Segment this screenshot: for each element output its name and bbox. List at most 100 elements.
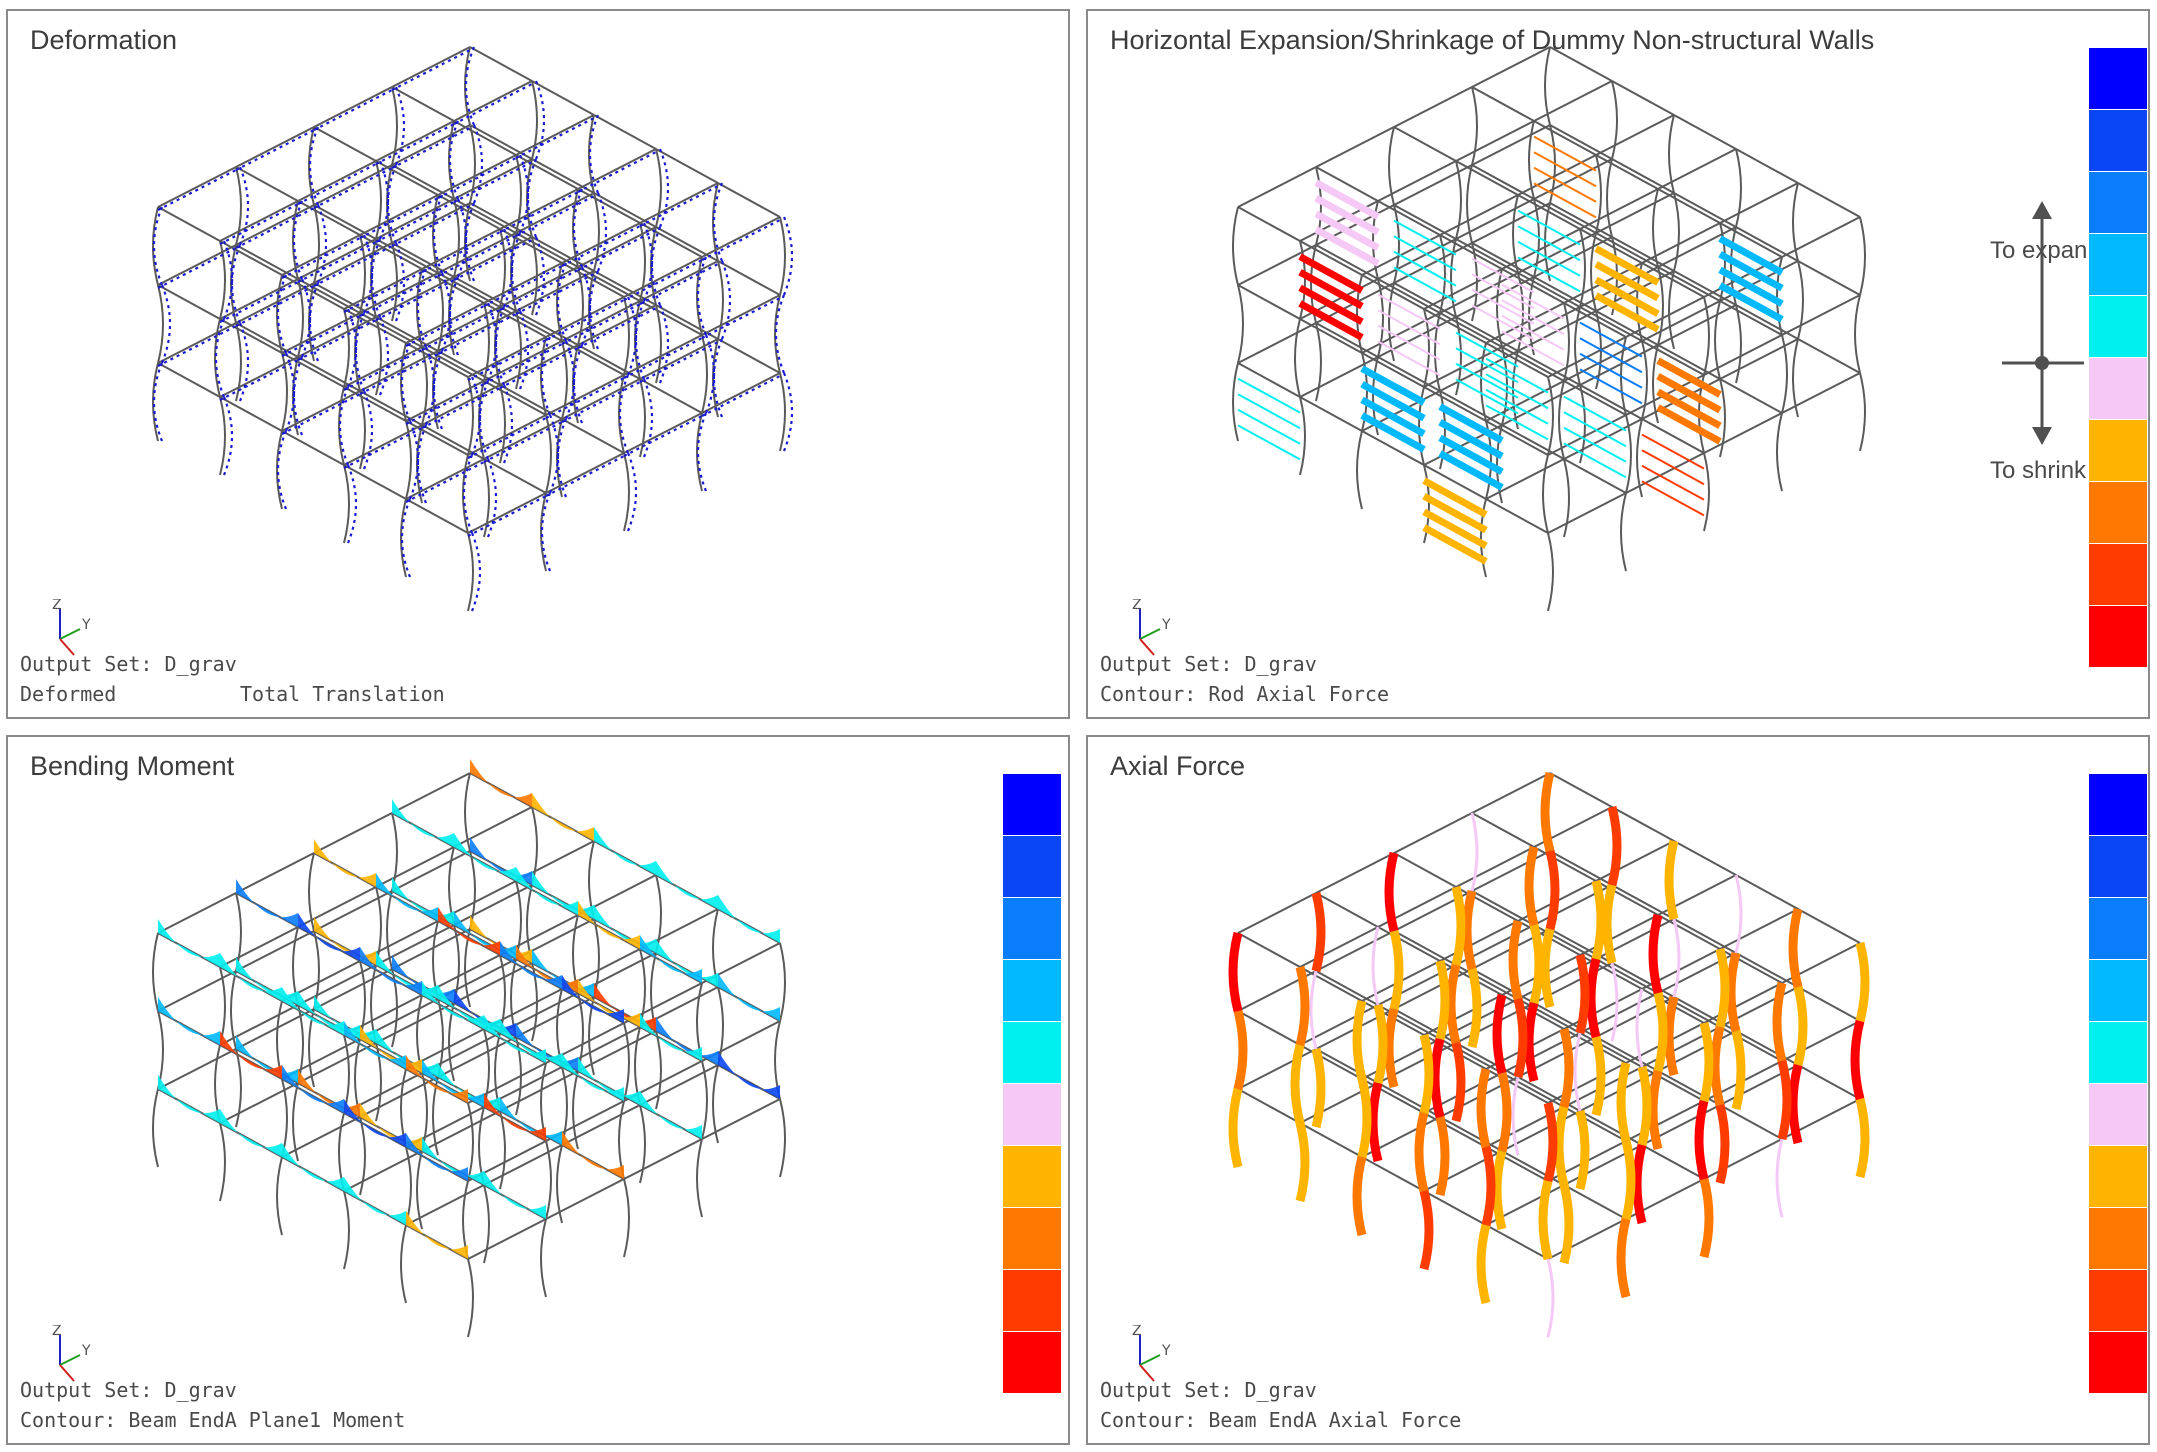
moment-diagram — [640, 1013, 702, 1061]
column-member — [1586, 957, 1601, 1039]
column-member — [405, 461, 485, 503]
wall-model-view[interactable] — [1088, 11, 2150, 719]
moment-diagram — [220, 1109, 282, 1157]
column-member — [338, 386, 345, 466]
frame-member — [1735, 148, 1799, 184]
frame-member — [1703, 982, 1783, 1024]
moment-diagram — [532, 871, 594, 919]
column-member — [1792, 338, 1799, 418]
moment-diagram — [594, 905, 656, 953]
column-member — [1726, 951, 1741, 1033]
column-member — [157, 247, 237, 289]
frame-member — [1517, 194, 1581, 230]
column-member — [1731, 1029, 1746, 1111]
frame-member — [1657, 914, 1721, 950]
column-member — [545, 1140, 552, 1220]
frame-member — [1735, 226, 1799, 262]
frame-member — [1299, 318, 1363, 354]
column-member — [238, 166, 250, 246]
moment-diagram — [236, 879, 298, 927]
column-member — [1419, 1189, 1434, 1271]
column-member — [313, 245, 393, 287]
frame-member — [1471, 124, 1551, 166]
column-member — [1524, 1001, 1539, 1083]
moment-diagram — [376, 1029, 438, 1077]
frame-member — [313, 204, 377, 240]
frame-member — [1393, 968, 1473, 1010]
wall-rod — [1360, 396, 1426, 437]
column-member — [515, 1036, 522, 1116]
frame-member — [499, 228, 563, 264]
wall-rod — [1377, 309, 1441, 346]
wall-rod — [1360, 365, 1426, 406]
frame-member — [375, 160, 439, 196]
moment-diagram — [314, 839, 376, 887]
column-member — [453, 83, 533, 125]
column-member — [593, 192, 600, 272]
column-member — [359, 353, 439, 395]
frame-member — [1377, 1004, 1441, 1040]
column-member — [1384, 851, 1399, 933]
axis-triad-icon: Z Y — [1132, 1325, 1171, 1382]
column-member — [1719, 378, 1726, 458]
frame-member — [453, 198, 517, 234]
frame-member — [1719, 182, 1799, 224]
bending-model-view[interactable] — [8, 737, 1070, 1445]
frame-member — [1579, 188, 1659, 230]
column-member — [281, 237, 361, 279]
column-member — [1735, 148, 1742, 228]
wall-rod — [1718, 251, 1784, 292]
column-member — [1776, 412, 1783, 492]
column-member — [1471, 242, 1478, 322]
frame-member — [391, 772, 471, 814]
frame-member — [1501, 1150, 1565, 1186]
moment-diagram — [640, 1091, 702, 1139]
svg-text:Y: Y — [81, 1343, 91, 1359]
svg-text:Y: Y — [1161, 1343, 1171, 1359]
wall-rod — [1471, 288, 1535, 325]
column-member — [712, 182, 724, 262]
frame-member — [359, 234, 423, 270]
column-member — [556, 418, 568, 498]
frame-member — [1641, 340, 1705, 376]
wall-rod — [1422, 508, 1488, 549]
axial-model-view[interactable] — [1088, 737, 2150, 1445]
frame-member — [1315, 244, 1379, 280]
deformation-model-view[interactable] — [8, 11, 1070, 719]
column-member — [276, 274, 288, 354]
column-member — [1543, 1101, 1558, 1183]
frame-member — [483, 458, 547, 494]
frame-member — [1579, 914, 1659, 956]
column-member — [1377, 278, 1384, 358]
frame-member — [1533, 120, 1597, 156]
frame-member — [405, 342, 469, 378]
legend-swatch — [2089, 110, 2147, 172]
column-member — [462, 454, 469, 534]
column-member — [1311, 1047, 1326, 1129]
column-member — [359, 234, 366, 314]
frame-member — [1797, 182, 1861, 218]
frame-member — [1439, 1038, 1503, 1074]
frame-member — [1237, 362, 1301, 398]
column-member — [1699, 1177, 1714, 1259]
column-member — [779, 1098, 786, 1178]
frame-member — [499, 188, 579, 230]
moment-diagram — [500, 1019, 562, 1067]
column-member — [1388, 126, 1395, 206]
moment-diagram — [298, 991, 360, 1039]
column-member — [515, 310, 522, 390]
frame-member — [531, 80, 595, 116]
column-member — [160, 284, 172, 364]
frame-member — [359, 312, 423, 348]
column-member — [235, 166, 242, 246]
frame-member — [1533, 1002, 1597, 1038]
column-member — [284, 352, 296, 432]
moment-diagram — [562, 975, 624, 1023]
column-member — [1389, 929, 1404, 1011]
frame-member — [1439, 194, 1519, 236]
moment-diagram — [578, 979, 640, 1027]
column-member — [467, 376, 474, 456]
column-member — [308, 1008, 315, 1088]
frame-member — [1455, 316, 1519, 352]
frame-member — [297, 278, 361, 314]
